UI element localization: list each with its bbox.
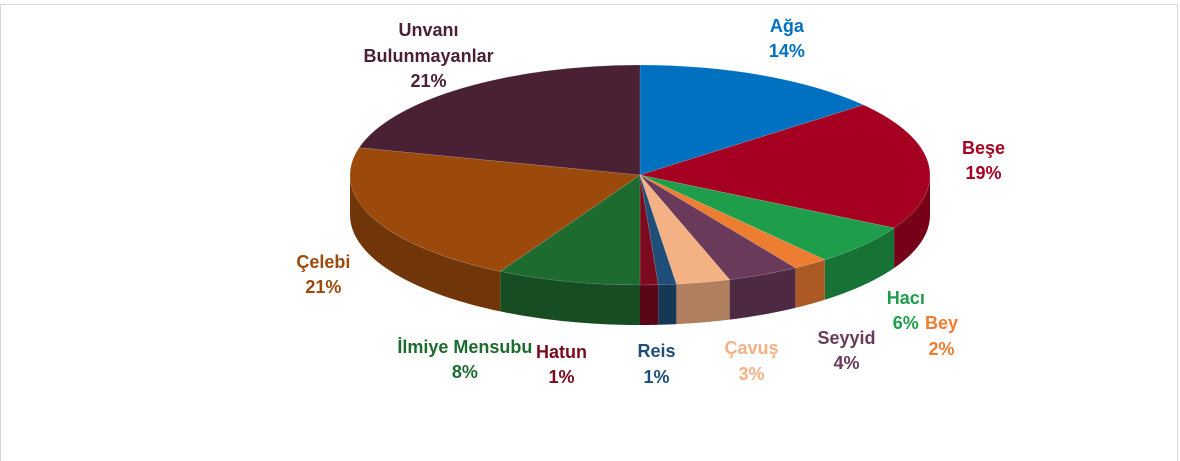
value-label: 1% bbox=[548, 366, 575, 387]
slice bbox=[499, 174, 641, 286]
value-label: 8% bbox=[451, 362, 478, 383]
value-label: 14% bbox=[768, 41, 805, 62]
slice-side bbox=[676, 279, 730, 325]
data-label: Reis 1% bbox=[572, 339, 742, 389]
category-label: Ağa bbox=[769, 16, 804, 37]
category-label: Çavuş bbox=[724, 338, 779, 359]
category-label: Seyyid bbox=[817, 327, 876, 348]
chart-frame bbox=[0, 4, 1178, 461]
slice bbox=[639, 174, 677, 286]
value-label: 19% bbox=[965, 162, 1002, 183]
data-label: Bey 2% bbox=[857, 311, 1027, 361]
data-label: İlmiye Mensubu 8% bbox=[380, 335, 550, 385]
slice bbox=[639, 174, 895, 261]
slice bbox=[639, 104, 931, 229]
slice-side bbox=[729, 267, 796, 320]
category-label: Hacı bbox=[886, 287, 925, 308]
data-label: Unvanı Bulunmayanlar 21% bbox=[364, 19, 494, 95]
slice-side bbox=[894, 175, 930, 268]
category-label: Bey bbox=[924, 313, 959, 334]
category-label: Çelebi bbox=[296, 251, 351, 272]
value-label: 4% bbox=[833, 352, 860, 373]
data-label: Beşe 19% bbox=[898, 136, 1068, 186]
slice bbox=[639, 64, 865, 176]
slice bbox=[639, 174, 826, 269]
value-label: 6% bbox=[892, 312, 919, 333]
data-label: Çavuş 3% bbox=[667, 336, 837, 386]
value-label: 3% bbox=[738, 363, 765, 384]
slice-side bbox=[658, 284, 677, 325]
slice bbox=[639, 174, 731, 285]
data-label: Ağa 14% bbox=[702, 14, 872, 64]
slice-side bbox=[824, 227, 895, 300]
value-label: 1% bbox=[643, 366, 670, 387]
category-label: Unvanı Bulunmayanlar bbox=[363, 20, 494, 66]
slice-side bbox=[795, 259, 825, 308]
data-label: Çelebi 21% bbox=[238, 249, 408, 299]
slice bbox=[349, 147, 641, 272]
category-label: Hatun bbox=[536, 341, 587, 362]
category-label: İlmiye Mensubu bbox=[397, 337, 533, 358]
slice bbox=[639, 174, 797, 280]
slice bbox=[639, 174, 659, 286]
slice bbox=[358, 64, 641, 176]
value-label: 21% bbox=[410, 71, 447, 92]
slice-side bbox=[350, 175, 501, 312]
data-label: Hatun 1% bbox=[477, 340, 647, 390]
value-label: 21% bbox=[305, 276, 342, 297]
slice-side bbox=[640, 284, 659, 325]
category-label: Beşe bbox=[961, 137, 1005, 158]
slice-side bbox=[500, 271, 640, 325]
category-label: Reis bbox=[637, 341, 676, 362]
value-label: 2% bbox=[928, 338, 955, 359]
data-label: Hacı 6% bbox=[821, 285, 991, 335]
data-label: Seyyid 4% bbox=[762, 326, 932, 376]
